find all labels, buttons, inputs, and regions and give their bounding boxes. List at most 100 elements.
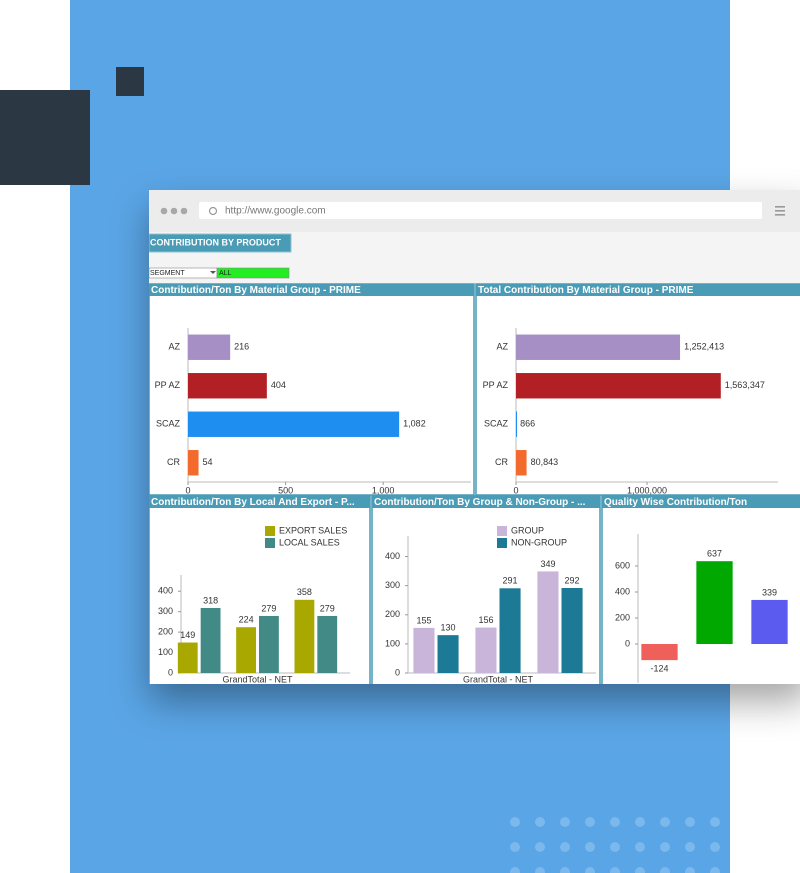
- category-label: AZ: [168, 342, 180, 352]
- x-axis-title: GrandTotal - NET: [222, 674, 293, 684]
- y-tick-label: 400: [158, 586, 173, 596]
- dropdown-arrow: [210, 271, 216, 274]
- y-tick-label: 200: [385, 609, 400, 619]
- value-label: 1,563,347: [725, 380, 765, 390]
- value-label: 291: [503, 576, 518, 586]
- bar: [516, 411, 517, 437]
- deco-dot: [635, 817, 645, 827]
- legend-swatch: [265, 526, 275, 536]
- deco-dot: [535, 867, 545, 873]
- panel-header: [149, 496, 370, 508]
- bar: [641, 644, 678, 661]
- bar: [188, 373, 267, 399]
- category-label: SCAZ: [484, 419, 509, 429]
- legend-label: NON-GROUP: [511, 537, 567, 547]
- category-label: PP AZ: [483, 380, 509, 390]
- y-tick-label: 200: [158, 626, 173, 636]
- bar: [236, 627, 256, 673]
- y-tick-label: 100: [385, 638, 400, 648]
- deco-dot: [585, 817, 595, 827]
- x-tick-label: 0: [513, 485, 518, 495]
- deco-dot: [585, 842, 595, 852]
- value-label: 155: [416, 615, 431, 625]
- value-label: 279: [320, 603, 335, 613]
- y-tick-label: 0: [625, 638, 630, 648]
- legend-label: LOCAL SALES: [279, 537, 340, 547]
- value-label: 637: [707, 549, 722, 559]
- x-tick-label: 500: [278, 485, 293, 495]
- deco-dot: [535, 842, 545, 852]
- deco-dot: [560, 867, 570, 873]
- bar: [751, 599, 788, 644]
- url: http://www.google.com: [225, 206, 326, 217]
- deco-dot: [685, 867, 695, 873]
- panel-title: Contribution/Ton By Group & Non-Group - …: [374, 497, 586, 508]
- deco-dot: [535, 817, 545, 827]
- value-label: 54: [203, 457, 213, 467]
- bar: [177, 642, 198, 673]
- legend-label: EXPORT SALES: [279, 525, 347, 535]
- legend-swatch: [497, 526, 507, 536]
- bar: [537, 571, 559, 673]
- bar: [188, 411, 400, 437]
- x-tick-label: 0: [185, 485, 190, 495]
- filter-label: SEGMENT: [150, 270, 185, 277]
- panel-title: Quality Wise Contribution/Ton: [604, 497, 747, 508]
- y-tick-label: 0: [395, 667, 400, 677]
- bar: [259, 615, 279, 673]
- legend-label: GROUP: [511, 525, 544, 535]
- deco-dot: [510, 842, 520, 852]
- deco-dot: [635, 842, 645, 852]
- deco-dot: [610, 867, 620, 873]
- window-dot: [160, 207, 168, 215]
- value-label: 292: [565, 575, 580, 585]
- category-label: SCAZ: [156, 419, 181, 429]
- deco-dot: [660, 867, 670, 873]
- value-label: 279: [261, 603, 276, 613]
- dot-grid: [510, 817, 720, 873]
- value-label: 156: [478, 615, 493, 625]
- deco-dot: [585, 867, 595, 873]
- deco-dot: [610, 817, 620, 827]
- deco-dot: [685, 817, 695, 827]
- panel-header: [476, 284, 800, 296]
- category-label: AZ: [496, 342, 508, 352]
- filter-value: ALL: [219, 270, 232, 277]
- y-tick-label: 300: [158, 606, 173, 616]
- x-axis-title: GrandTotal - NET: [463, 674, 534, 684]
- deco-dot: [560, 817, 570, 827]
- deco-dot: [660, 817, 670, 827]
- value-label: 1,082: [403, 419, 426, 429]
- bar: [188, 450, 199, 476]
- value-label: 866: [520, 419, 535, 429]
- menu-icon[interactable]: [775, 206, 785, 216]
- bar: [499, 588, 521, 673]
- legend-swatch: [497, 538, 507, 548]
- reload-icon[interactable]: [208, 206, 218, 216]
- bar: [317, 615, 338, 673]
- value-label: 349: [540, 559, 555, 569]
- y-tick-label: 400: [385, 551, 400, 561]
- value-label: 149: [180, 630, 195, 640]
- y-tick-label: 300: [385, 580, 400, 590]
- bar: [437, 635, 459, 673]
- bar: [696, 561, 733, 644]
- bar: [516, 450, 527, 476]
- address-bar[interactable]: [199, 202, 762, 219]
- dashboard-title-box: [149, 233, 292, 253]
- bar: [561, 587, 583, 673]
- bar: [413, 627, 435, 673]
- filter-value-box[interactable]: [216, 267, 290, 279]
- value-label: 339: [762, 587, 777, 597]
- y-tick-label: 600: [615, 560, 630, 570]
- dashboard-title: CONTRIBUTION BY PRODUCT: [150, 237, 281, 247]
- value-label: 404: [271, 380, 286, 390]
- value-label: 1,252,413: [684, 342, 724, 352]
- panel-header: [372, 496, 600, 508]
- deco-dot: [710, 842, 720, 852]
- y-tick-label: 0: [168, 667, 173, 677]
- deco-square: [116, 67, 144, 96]
- category-label: CR: [167, 457, 180, 467]
